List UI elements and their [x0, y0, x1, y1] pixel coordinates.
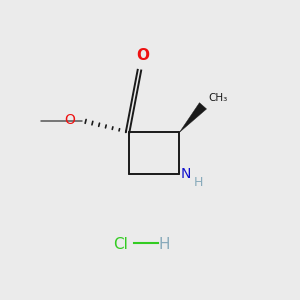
Text: H: H — [194, 176, 203, 189]
Polygon shape — [179, 103, 206, 132]
Text: O: O — [64, 113, 75, 127]
Text: O: O — [136, 48, 149, 63]
Text: N: N — [181, 167, 191, 181]
Text: H: H — [159, 237, 170, 252]
Text: Cl: Cl — [113, 237, 128, 252]
Text: CH₃: CH₃ — [208, 93, 228, 103]
